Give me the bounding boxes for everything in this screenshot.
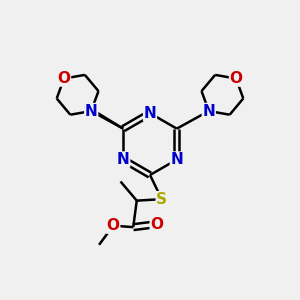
Text: N: N (202, 103, 215, 118)
Text: O: O (230, 71, 242, 86)
Text: O: O (150, 217, 163, 232)
Text: S: S (156, 192, 167, 207)
Text: O: O (107, 218, 120, 233)
Text: N: N (117, 152, 130, 167)
Text: O: O (58, 71, 70, 86)
Text: N: N (170, 152, 183, 167)
Text: N: N (144, 106, 156, 121)
Text: N: N (85, 103, 98, 118)
